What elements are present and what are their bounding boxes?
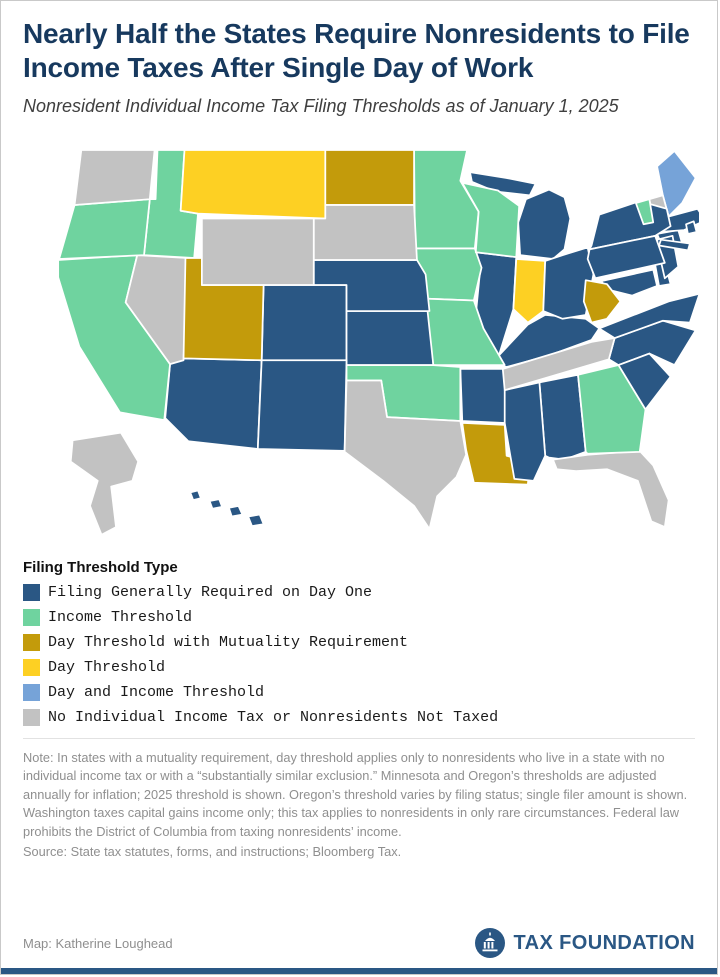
legend-label-income: Income Threshold	[48, 608, 193, 626]
note-text: Note: In states with a mutuality require…	[23, 737, 695, 842]
state-NE	[312, 258, 431, 312]
state-MI	[469, 170, 537, 196]
legend-label-none: No Individual Income Tax or Nonresidents…	[48, 708, 499, 726]
state-NY	[658, 238, 691, 251]
bottom-accent-bar	[1, 968, 717, 974]
state-TN	[501, 336, 616, 391]
source-text: Source: State tax statutes, forms, and i…	[23, 844, 402, 860]
legend-title: Filing Threshold Type	[23, 558, 178, 576]
state-ND	[324, 148, 415, 206]
legend: Filing Threshold Type Filing Generally R…	[23, 559, 695, 726]
state-VT	[634, 197, 655, 225]
state-PA	[586, 234, 666, 279]
legend-label-mutuality: Day Threshold with Mutuality Requirement	[48, 633, 409, 651]
legend-item: Filing Generally Required on Day One	[23, 583, 695, 601]
state-OR	[58, 197, 151, 260]
state-NM	[256, 358, 348, 452]
legend-swatch-mutuality	[23, 633, 40, 651]
state-HI	[247, 513, 265, 527]
state-MT	[179, 148, 327, 219]
legend-label-day_income: Day and Income Threshold	[48, 683, 265, 701]
legend-swatch-day_income	[23, 683, 40, 701]
state-RI	[685, 220, 698, 235]
state-WV	[582, 278, 622, 324]
us-map	[57, 148, 699, 536]
state-HI	[208, 497, 223, 510]
legend-swatch-day	[23, 658, 40, 676]
legend-swatch-day_one	[23, 583, 40, 601]
brand-logo: TAX FOUNDATION	[475, 928, 695, 958]
legend-item: Day and Income Threshold	[23, 683, 695, 701]
legend-label-day_one: Filing Generally Required on Day One	[48, 583, 373, 601]
state-SC	[617, 352, 672, 410]
state-HI	[228, 504, 244, 517]
legend-swatch-none	[23, 708, 40, 726]
state-AZ	[164, 357, 263, 450]
state-SD	[312, 203, 418, 261]
state-VA	[598, 292, 699, 339]
state-FL	[552, 449, 670, 528]
state-MS	[503, 381, 547, 482]
state-WI	[461, 181, 521, 258]
brand-name: TAX FOUNDATION	[513, 931, 695, 954]
state-IN	[512, 257, 547, 324]
legend-swatch-income	[23, 608, 40, 626]
state-MN	[413, 148, 480, 249]
state-WA	[73, 148, 156, 206]
state-MI	[517, 188, 572, 260]
legend-items: Filing Generally Required on Day One Inco…	[23, 583, 695, 726]
page-title: Nearly Half the States Require Nonreside…	[23, 18, 690, 84]
state-KS	[345, 309, 435, 366]
state-WY	[200, 217, 315, 286]
state-HI	[189, 489, 202, 501]
legend-item: Day Threshold	[23, 658, 695, 676]
map-credit: Map: Katherine Loughead	[23, 935, 173, 951]
us-map-container	[23, 123, 699, 557]
page-subtitle: Nonresident Individual Income Tax Filing…	[23, 96, 619, 117]
legend-item: No Individual Income Tax or Nonresidents…	[23, 708, 695, 726]
tax-foundation-capitol-icon	[475, 928, 506, 958]
legend-item: Day Threshold with Mutuality Requirement	[23, 633, 695, 651]
state-AK	[69, 431, 140, 536]
legend-item: Income Threshold	[23, 608, 695, 626]
state-CO	[260, 283, 348, 363]
state-TX	[343, 379, 467, 530]
legend-label-day: Day Threshold	[48, 658, 166, 676]
state-NV	[124, 253, 189, 365]
footer: Map: Katherine Loughead TAX FOUNDATION	[23, 928, 695, 958]
